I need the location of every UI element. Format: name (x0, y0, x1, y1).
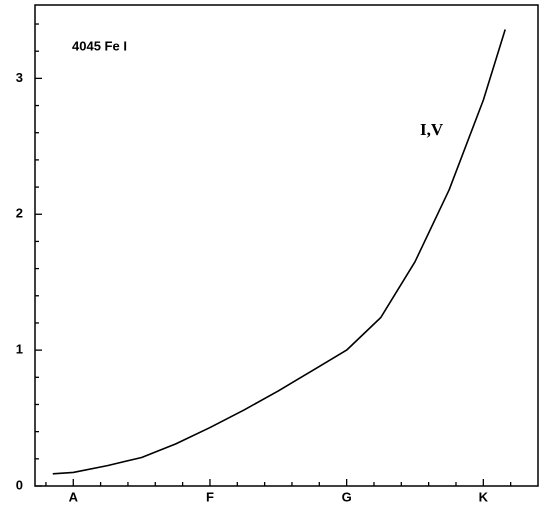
y-tick-label: 2 (16, 206, 23, 221)
plot-frame (34, 4, 539, 487)
line (52, 29, 506, 475)
annotation: I,V (420, 120, 444, 139)
x-tick-label: F (206, 489, 214, 504)
annotation: 4045 Fe I (72, 38, 127, 53)
y-tick-label: 3 (16, 70, 23, 85)
x-tick-label: K (479, 489, 489, 504)
y-tick-label: 1 (16, 342, 23, 357)
x-tick-label: A (69, 489, 79, 504)
y-tick-label: 0 (16, 477, 23, 492)
x-tick-label: G (342, 489, 352, 504)
